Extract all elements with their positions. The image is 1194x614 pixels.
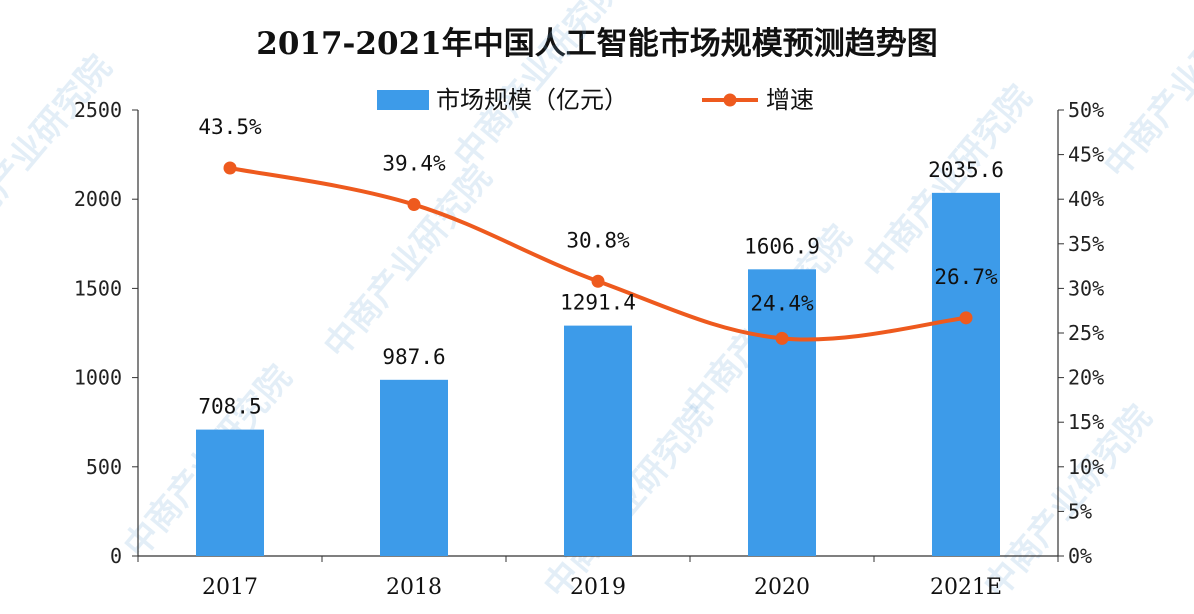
right-tick-label: 25% — [1068, 321, 1104, 345]
right-tick-label: 45% — [1068, 143, 1104, 167]
legend-bar-swatch — [377, 90, 429, 110]
growth-point — [223, 161, 237, 175]
bar — [932, 192, 1000, 557]
bar — [748, 269, 816, 556]
left-tick-label: 1500 — [74, 276, 122, 300]
x-tick-label: 2018 — [386, 575, 442, 600]
bar — [564, 325, 632, 556]
right-tick-label: 35% — [1068, 232, 1104, 256]
growth-data-label: 43.5% — [198, 115, 262, 139]
watermark-text: 中商产业研究院 — [1096, 0, 1194, 186]
x-tick-label: 2017 — [202, 575, 258, 600]
bar-data-label: 987.6 — [382, 345, 445, 369]
bar — [196, 429, 264, 556]
right-tick-label: 10% — [1068, 455, 1104, 479]
growth-point — [407, 198, 421, 212]
left-tick-label: 2000 — [74, 187, 122, 211]
bar — [380, 379, 448, 556]
x-tick-label: 2021E — [930, 575, 1002, 600]
right-tick-label: 0% — [1068, 544, 1092, 568]
growth-data-label: 26.7% — [934, 265, 998, 289]
x-tick-label: 2019 — [570, 575, 626, 600]
right-tick-label: 50% — [1068, 98, 1104, 122]
left-tick-label: 0 — [110, 544, 122, 568]
right-tick-label: 40% — [1068, 187, 1104, 211]
growth-data-label: 30.8% — [566, 228, 630, 252]
growth-point — [959, 311, 973, 325]
right-tick-label: 15% — [1068, 410, 1104, 434]
legend-line-marker — [723, 93, 737, 107]
bar-data-label: 1291.4 — [560, 291, 636, 315]
bar-data-label: 2035.6 — [928, 158, 1004, 182]
right-tick-label: 30% — [1068, 276, 1104, 300]
left-tick-label: 2500 — [74, 98, 122, 122]
left-tick-label: 1000 — [74, 366, 122, 390]
growth-data-label: 39.4% — [382, 152, 446, 176]
x-tick-label: 2020 — [754, 575, 810, 600]
bar-data-label: 1606.9 — [744, 234, 820, 258]
legend-line-label: 增速 — [766, 86, 814, 114]
chart-title: 2017-2021年中国人工智能市场规模预测趋势图 — [256, 26, 938, 62]
bar-data-label: 708.5 — [198, 395, 261, 419]
right-tick-label: 20% — [1068, 366, 1104, 390]
growth-data-label: 24.4% — [750, 291, 814, 315]
right-tick-label: 5% — [1068, 499, 1092, 523]
growth-point — [775, 331, 789, 345]
watermark-text: 中商产业研究院 — [0, 48, 120, 256]
left-tick-label: 500 — [86, 455, 122, 479]
legend-bar-label: 市场规模（亿元） — [436, 86, 628, 114]
growth-point — [591, 274, 605, 288]
